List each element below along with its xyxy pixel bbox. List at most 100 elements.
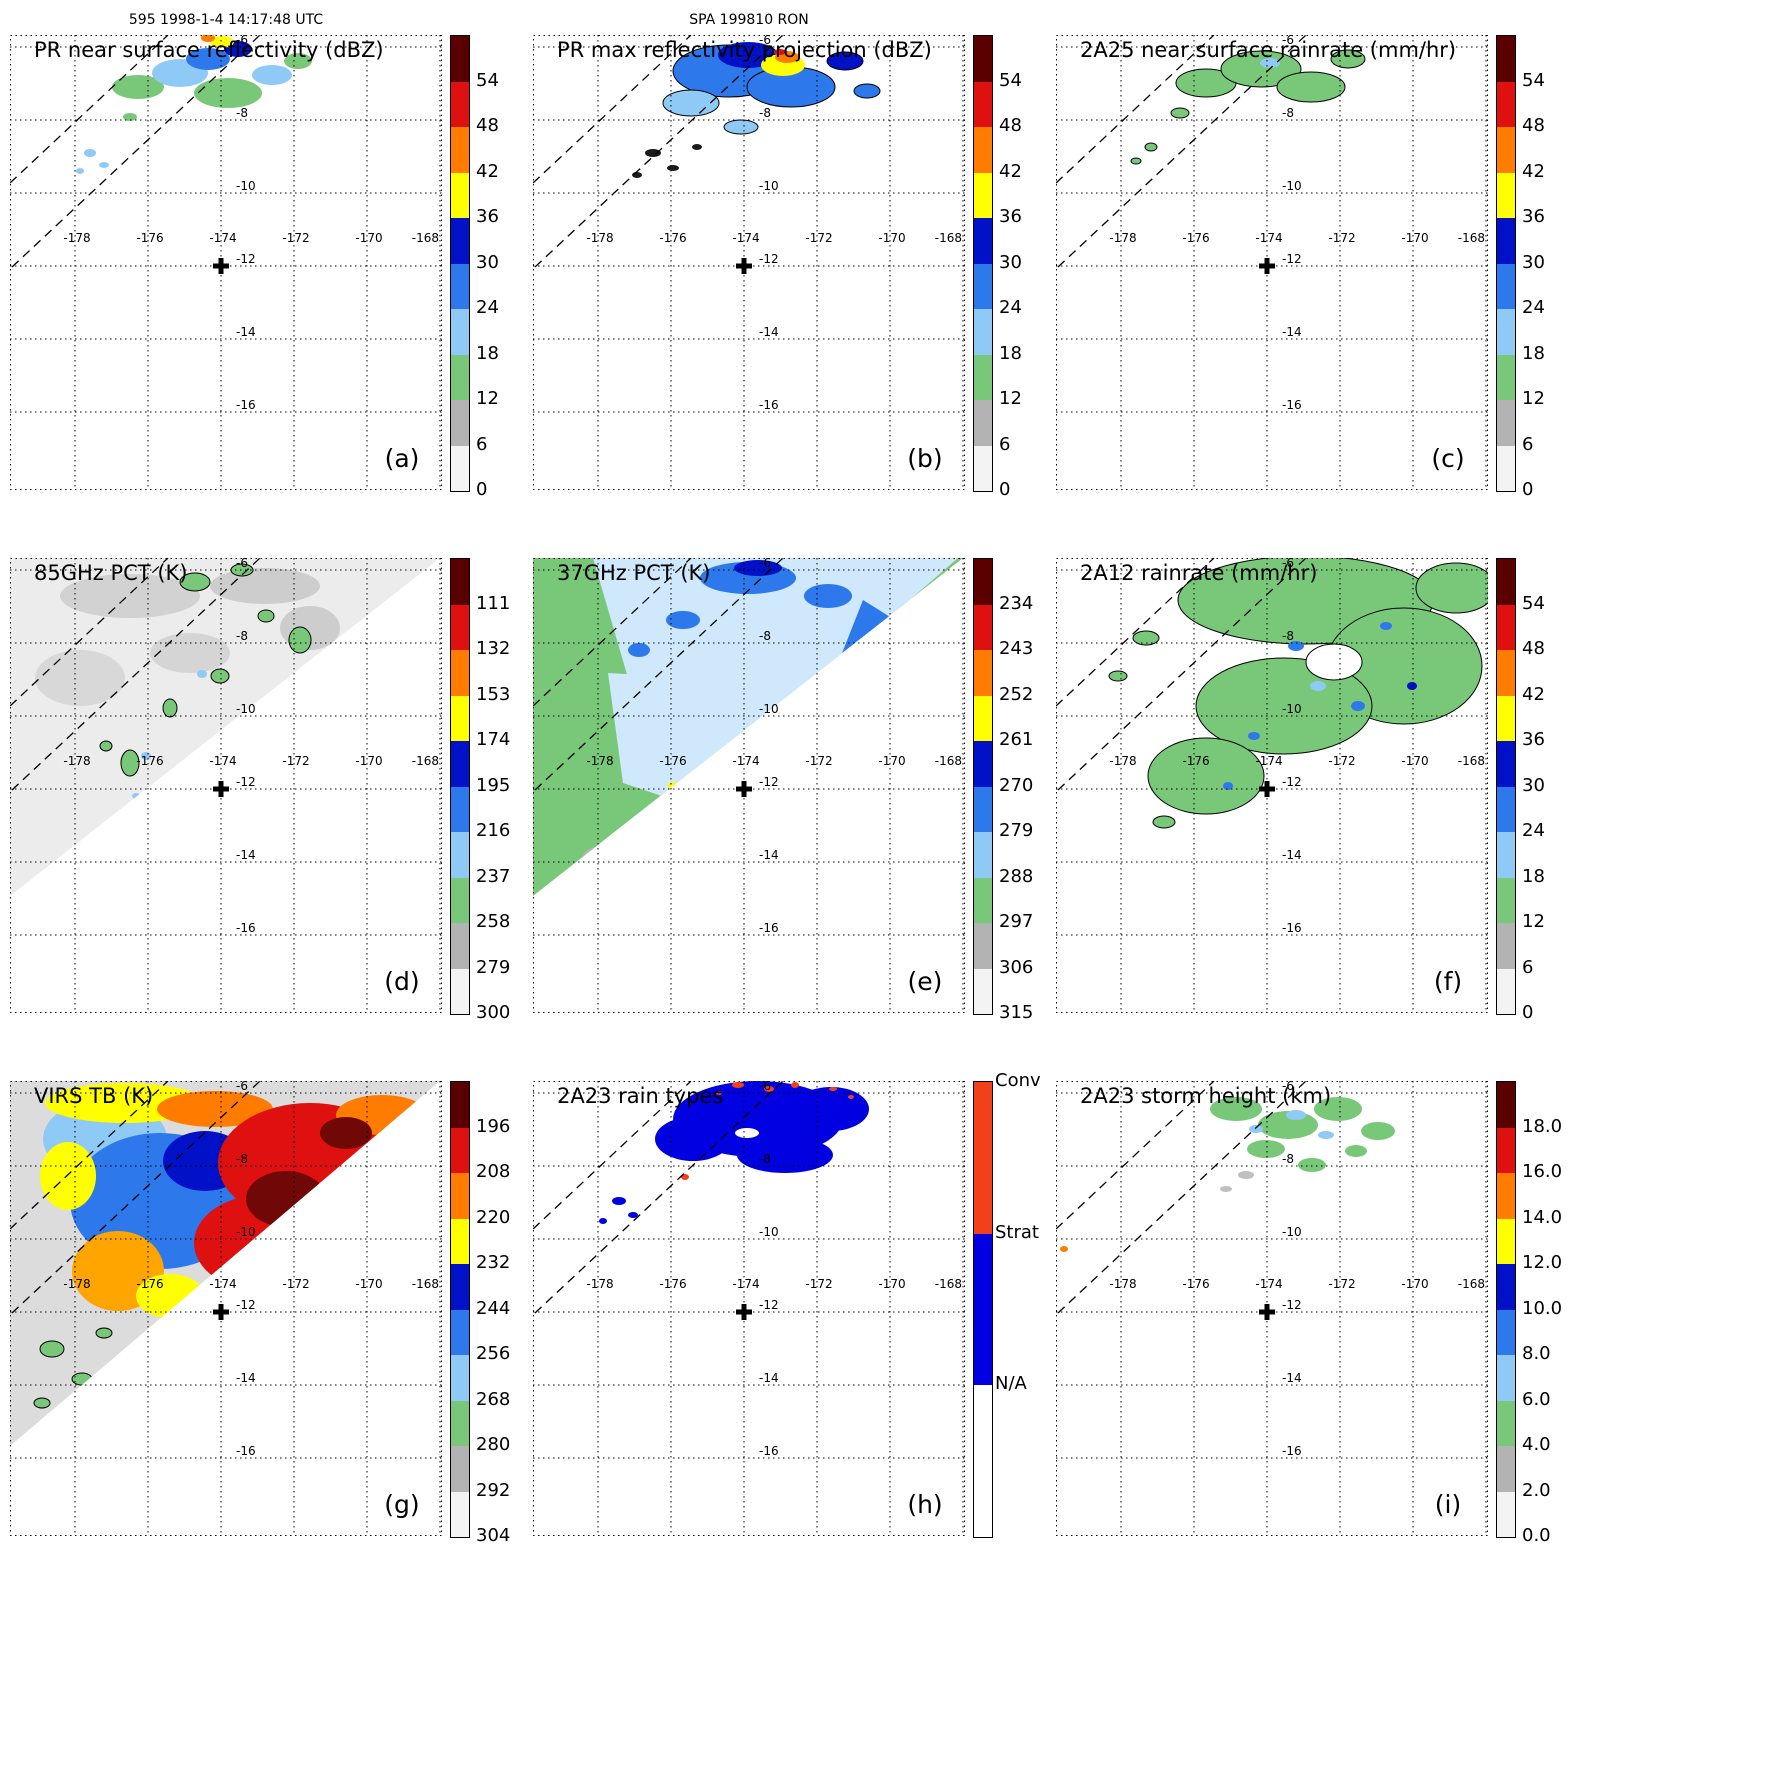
colorbar-segment <box>974 81 992 127</box>
colorbar-segment <box>974 650 992 696</box>
data-blob <box>194 78 262 108</box>
grid-label-lat: -14 <box>1282 848 1302 862</box>
grid-label-lon: -178 <box>63 1277 90 1291</box>
colorbar-segment <box>451 1082 469 1128</box>
colorbar-segment <box>974 127 992 173</box>
panel-letter: (b) <box>907 444 942 473</box>
grid-label-lon: -174 <box>209 754 236 768</box>
map-c: -178 -176 -174 -172 -170 -168 -6 -8 -10 -12 -14 -16… <box>1056 35 1488 490</box>
colorbar-tick: 220 <box>476 1206 511 1228</box>
colorbar-segment <box>1497 741 1515 787</box>
grid-label-lat: -16 <box>236 1444 256 1458</box>
center-marker <box>1259 258 1275 274</box>
colorbar-tick: 288 <box>999 865 1034 887</box>
colorbar-segment <box>451 1173 469 1219</box>
data-blob <box>33 1397 51 1409</box>
data-blob <box>1318 1131 1334 1139</box>
colorbar-tick: 54 <box>999 69 1022 91</box>
colorbar-segment <box>1497 786 1515 832</box>
colorbar-tick: 304 <box>476 1525 511 1546</box>
data-blob <box>764 1086 774 1092</box>
colorbar-i <box>1496 1081 1516 1538</box>
grid-label-lat: -12 <box>1282 252 1302 266</box>
grid-label-lon: -176 <box>136 1277 163 1291</box>
colorbar-tick: 111 <box>476 592 511 614</box>
panel-letter: (i) <box>1435 1490 1461 1519</box>
colorbar-tick: 48 <box>999 115 1022 136</box>
panel-letter: (a) <box>385 444 420 473</box>
data-blob <box>71 1372 93 1386</box>
colorbar-tick: 153 <box>476 683 511 705</box>
colorbar-tick: 243 <box>999 638 1034 659</box>
panel-title: VIRS TB (K) <box>34 1084 153 1108</box>
data-blob <box>829 1087 837 1091</box>
colorbar-segment <box>451 81 469 127</box>
colorbar-tick: 315 <box>999 1002 1034 1023</box>
data-blob <box>99 740 113 752</box>
swath-edge-line <box>10 1081 169 1230</box>
colorbar-segment <box>974 877 992 923</box>
grid-label-lon: -172 <box>1328 1277 1355 1291</box>
grid-label-lat: -14 <box>1282 325 1302 339</box>
colorbar-segment <box>974 309 992 355</box>
grid-label-lat: -12 <box>759 1298 779 1312</box>
grid-label-lon: -172 <box>805 1277 832 1291</box>
data-blob <box>1305 643 1363 681</box>
colorbar-tick: 280 <box>476 1434 511 1455</box>
colorbar-tick: 18.0 <box>1522 1115 1563 1137</box>
colorbar-tick: 256 <box>476 1343 511 1364</box>
grid-label-lon: -174 <box>732 754 759 768</box>
data-blob <box>76 168 84 174</box>
data-blob <box>210 36 234 48</box>
grid-label-lon: -172 <box>282 231 309 245</box>
panel-e: -178 -176 -174 -172 -170 -168 -6 -8 -10 -12 -14 -16… <box>533 558 1093 1038</box>
panel-letter: (d) <box>384 967 419 996</box>
data-blob <box>734 560 782 576</box>
grid-label-lat: -8 <box>236 1152 248 1166</box>
data-blob <box>179 572 211 592</box>
grid-label-lat: -8 <box>1282 106 1294 120</box>
grid-label-lon: -176 <box>136 231 163 245</box>
grid-label-lon: -178 <box>586 754 613 768</box>
colorbar-segment <box>974 968 992 1014</box>
colorbar-segment <box>1497 1173 1515 1219</box>
colorbar-segment <box>451 968 469 1014</box>
panel-title: 2A23 storm height (km) <box>1080 1084 1331 1108</box>
colorbar-segment <box>1497 1309 1515 1355</box>
map-a: -178 -176 -174 -172 -170 -168 -6 -8 -10 -12 -14 -16… <box>10 35 442 490</box>
colorbar-tick: 18 <box>1522 865 1545 887</box>
colorbar-segment <box>1497 36 1515 82</box>
grid-label-lon: -168 <box>412 754 439 768</box>
grid-label-lon: -170 <box>878 231 905 245</box>
grid-label-lat: -8 <box>1282 1152 1294 1166</box>
data-blob <box>60 574 200 618</box>
data-blob <box>732 1082 744 1088</box>
data-blob <box>1247 1140 1285 1158</box>
colorbar-tick: 48 <box>1522 115 1545 136</box>
data-blob <box>628 1212 638 1218</box>
map-frame <box>533 35 965 490</box>
colorbar-segment <box>451 786 469 832</box>
map-frame <box>10 35 442 490</box>
data-blob <box>1330 49 1366 69</box>
data-blob <box>1144 142 1158 152</box>
grid-label-lon: -170 <box>1401 1277 1428 1291</box>
colorbar-tick: 12 <box>1522 911 1545 932</box>
colorbar-segment <box>974 1385 992 1537</box>
colorbar-tick: 6 <box>999 433 1011 455</box>
panel-letter: (c) <box>1431 444 1464 473</box>
grid-label-lat: -6 <box>236 1081 248 1093</box>
colorbar-segment <box>1497 1400 1515 1446</box>
data-blob <box>99 162 109 168</box>
grid-label-lon: -174 <box>732 231 759 245</box>
colorbar-tick: 36 <box>476 206 499 227</box>
colorbar-tick: 24 <box>999 297 1022 318</box>
colorbar-tick: 12.0 <box>1522 1252 1563 1273</box>
colorbar-segment <box>451 218 469 264</box>
map-e: -178 -176 -174 -172 -170 -168 -6 -8 -10 -12 -14 -16… <box>533 558 965 1013</box>
data-blob <box>120 749 140 777</box>
grid-label-lon: -172 <box>1328 754 1355 768</box>
data-blob <box>666 611 700 629</box>
grid-label-lat: -14 <box>236 325 256 339</box>
grid-label-lat: -16 <box>759 1444 779 1458</box>
